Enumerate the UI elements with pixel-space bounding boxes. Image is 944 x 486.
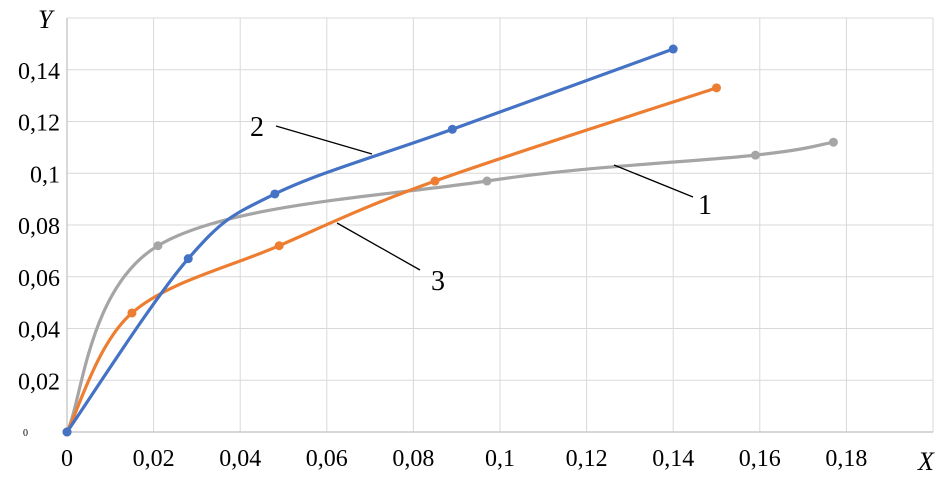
series-1 <box>62 137 838 437</box>
annotation-leader-line <box>336 222 421 271</box>
data-point <box>153 241 163 251</box>
y-tick-label: 0,04 <box>18 318 60 344</box>
x-tick-label: 0,06 <box>306 446 348 472</box>
y-axis-label: Y <box>38 5 55 34</box>
data-point <box>430 176 440 186</box>
series-line-1 <box>65 140 834 433</box>
x-tick-label: 0,02 <box>133 446 175 472</box>
data-point <box>274 241 284 251</box>
annotation-leader-line <box>613 164 694 198</box>
annotation-leader-line <box>275 125 373 155</box>
data-point <box>62 427 72 437</box>
x-axis-label: X <box>917 447 935 476</box>
series-layer <box>62 44 838 437</box>
series-annotation-label: 1 <box>698 190 712 221</box>
x-tick-label: 0,08 <box>392 446 434 472</box>
x-tick-label: 0,12 <box>566 446 608 472</box>
data-point <box>668 44 678 54</box>
data-point <box>828 137 838 147</box>
series-3 <box>62 83 721 437</box>
y-tick-label: 0,02 <box>18 369 60 395</box>
x-tick-label: 0,18 <box>825 446 867 472</box>
x-tick-label: 0,04 <box>219 446 261 472</box>
annotations: 1 2 3 <box>250 112 712 297</box>
data-point <box>270 189 280 199</box>
y-tick-label: 0 <box>23 428 28 439</box>
y-tick-label: 0,12 <box>18 111 60 137</box>
x-tick-label: 0,1 <box>485 446 515 472</box>
x-tick-label: 0,16 <box>739 446 781 472</box>
data-point <box>447 124 457 134</box>
series-2 <box>62 44 678 437</box>
series-line-3 <box>65 86 718 433</box>
grid <box>67 17 934 432</box>
x-tick-label: 0 <box>61 446 73 472</box>
data-point <box>183 254 193 264</box>
data-point <box>712 83 721 93</box>
series-annotation-label: 3 <box>431 266 445 297</box>
tick-labels: 0 0,02 0,04 0,06 0,08 0,1 0,12 0,14 0,16 0,1800,0… <box>18 59 867 472</box>
y-tick-label: 0,06 <box>18 266 60 292</box>
axes <box>66 18 933 433</box>
data-point <box>127 308 137 318</box>
y-tick-label: 0,1 <box>30 162 60 188</box>
data-point <box>750 150 760 160</box>
data-point <box>482 176 492 186</box>
y-tick-label: 0,14 <box>18 59 60 85</box>
x-tick-label: 0,14 <box>652 446 694 472</box>
y-tick-label: 0,08 <box>18 214 60 240</box>
series-line-2 <box>65 47 674 433</box>
series-annotation-label: 2 <box>250 112 264 143</box>
